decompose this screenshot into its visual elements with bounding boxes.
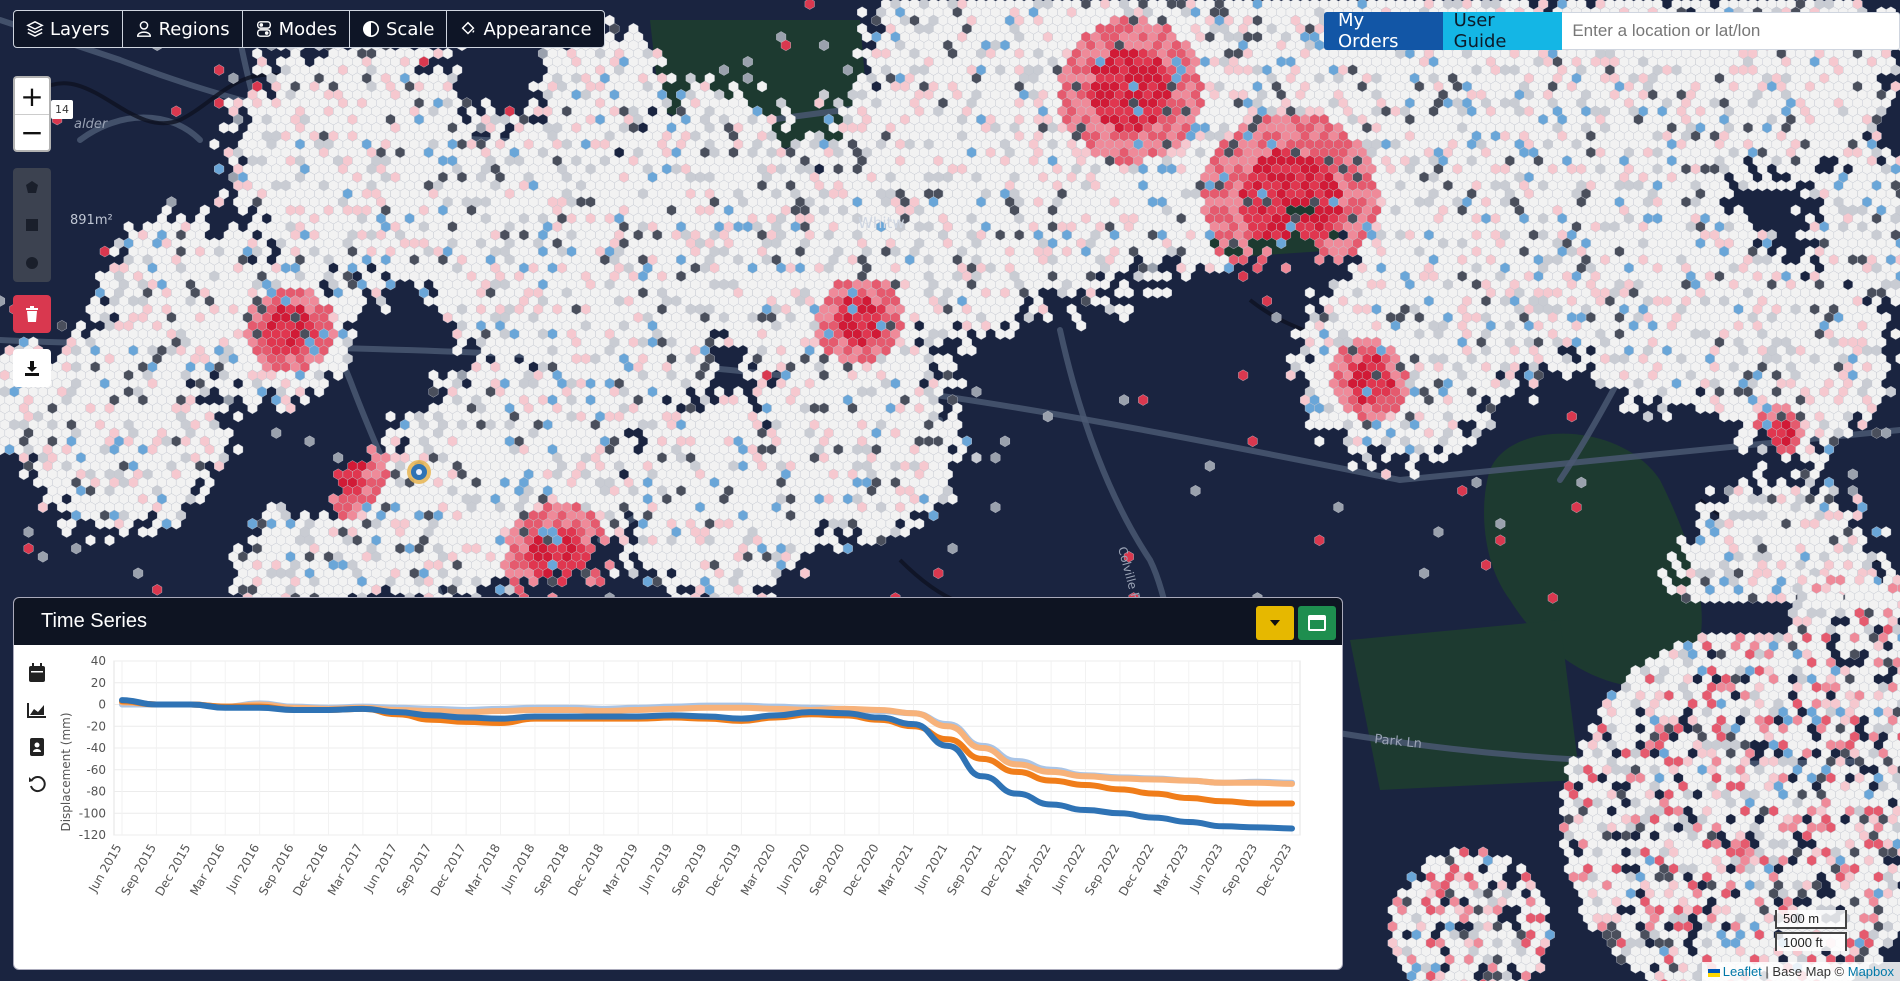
river [38,72,301,126]
hex-cell[interactable] [804,0,815,10]
hex-cell[interactable] [857,6,868,19]
park-area [1350,620,1580,790]
